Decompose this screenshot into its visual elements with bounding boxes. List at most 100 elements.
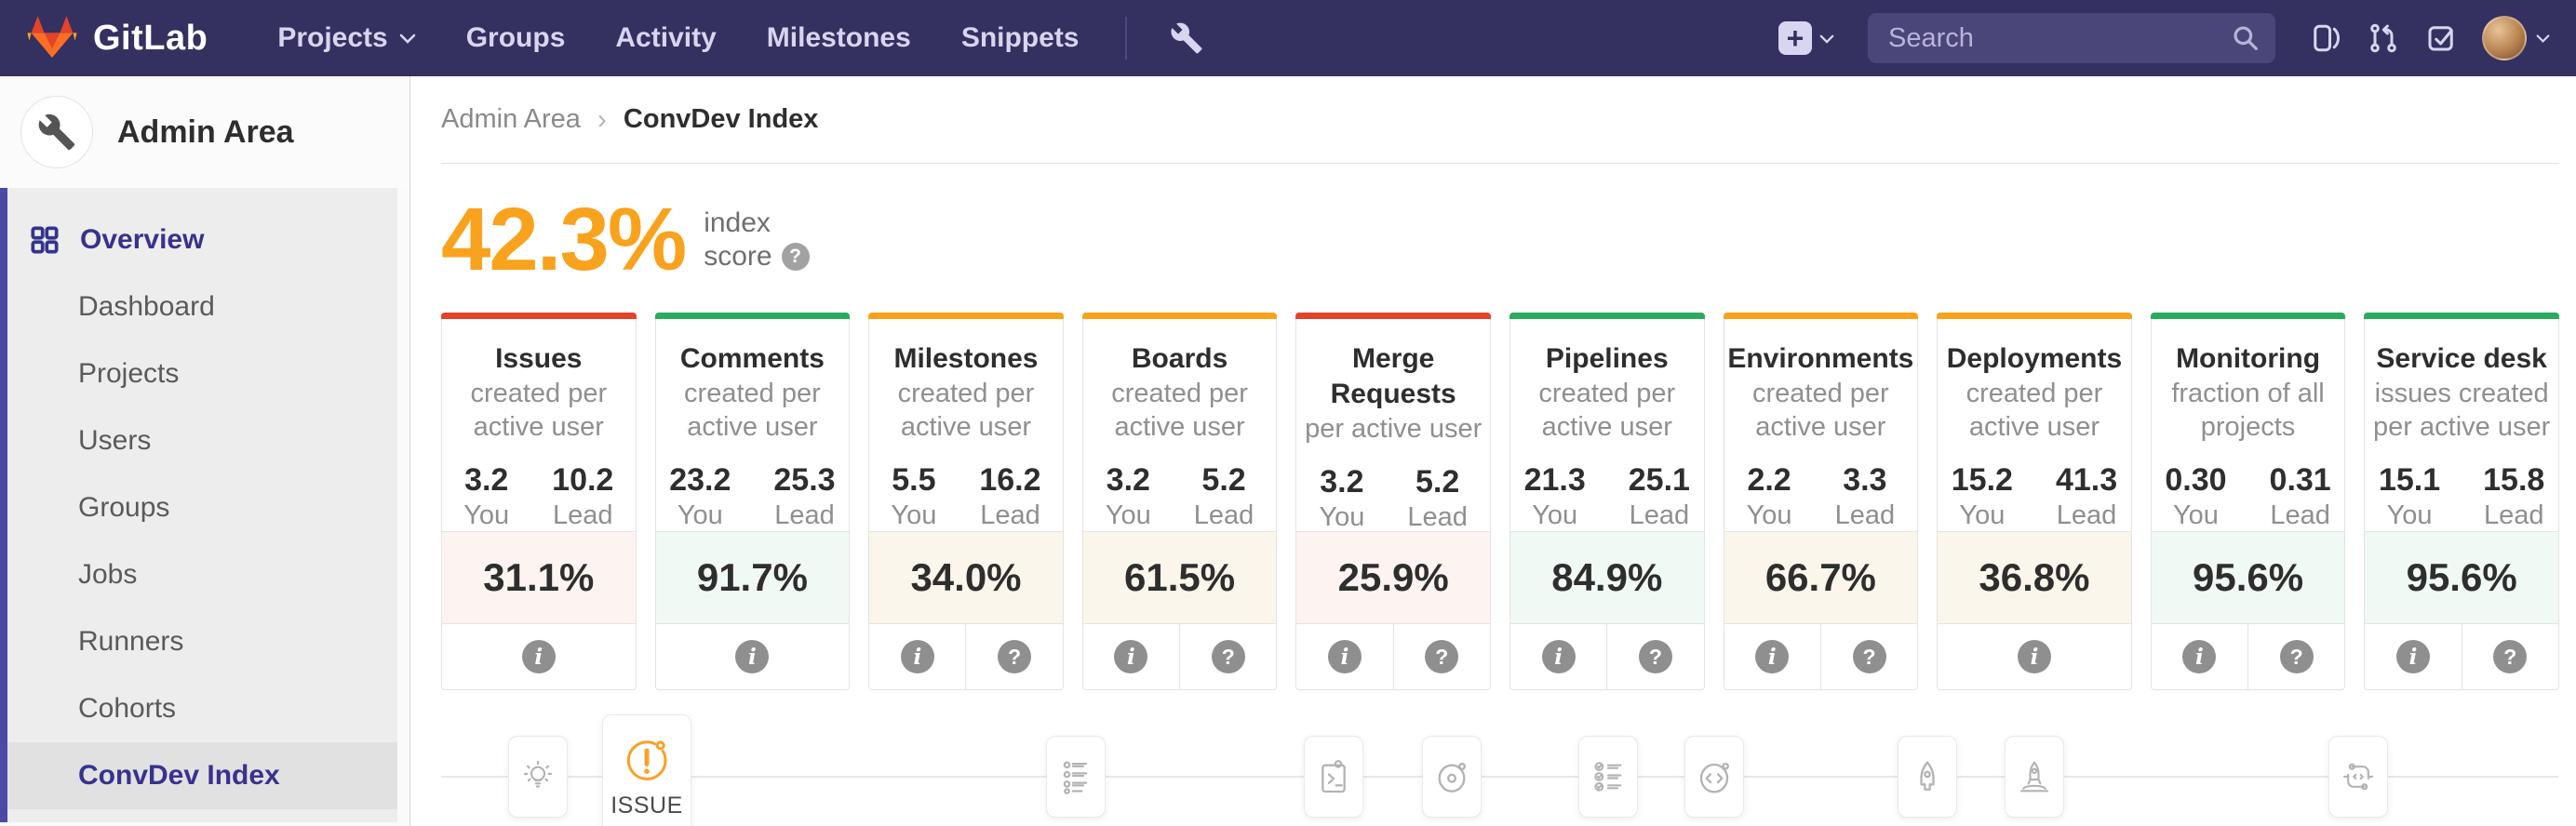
card-footer: i?: [1296, 624, 1490, 689]
search-icon[interactable]: [2231, 23, 2261, 58]
card-footer: i: [656, 624, 850, 689]
sidebar-title: Admin Area: [117, 113, 294, 150]
card-you-value: 5.5: [892, 462, 936, 498]
card-title: Deployments: [1946, 343, 2123, 374]
metric-card: Milestones created per active user 5.5 Yo…: [868, 313, 1064, 690]
admin-wrench-icon[interactable]: [1170, 21, 1203, 55]
help-icon[interactable]: ?: [2247, 624, 2344, 689]
info-icon[interactable]: i: [2365, 624, 2461, 689]
wrench-icon: [20, 96, 93, 168]
card-you-label: You: [463, 500, 510, 530]
card-header: Pipelines created per active user 21.3 Yo…: [1510, 319, 1704, 531]
card-status-strip: [1723, 313, 1919, 319]
search-input[interactable]: [1888, 22, 2223, 54]
info-icon[interactable]: i: [1724, 624, 1820, 689]
card-percent: 34.0%: [869, 531, 1063, 624]
card-subtitle: created per active user: [1966, 379, 2103, 442]
card-status-strip: [2364, 313, 2559, 319]
nav-activity[interactable]: Activity: [615, 22, 717, 53]
card-you-value: 3.2: [1320, 464, 1364, 500]
card-header: Merge Requests per active user 3.2 You 5.…: [1296, 319, 1490, 532]
card-subtitle: created per active user: [1111, 379, 1248, 442]
sidebar-item-runners[interactable]: Runners: [78, 626, 184, 657]
sidebar-item-convdev-index[interactable]: ConvDev Index: [0, 742, 409, 809]
info-icon[interactable]: i: [442, 624, 636, 689]
card-lead-label: Lead: [2483, 500, 2544, 530]
card-you-label: You: [2386, 500, 2433, 530]
card-title: Comments: [679, 343, 825, 374]
help-icon[interactable]: ?: [965, 624, 1062, 689]
issues-icon[interactable]: [2309, 21, 2342, 55]
sidebar-item-dashboard[interactable]: Dashboard: [78, 291, 215, 322]
help-icon[interactable]: ?: [1392, 624, 1490, 689]
info-icon[interactable]: i: [1083, 624, 1179, 689]
nav-milestones[interactable]: Milestones: [766, 22, 911, 53]
card-lead-value: 5.2: [1415, 464, 1460, 500]
info-icon[interactable]: i: [1296, 624, 1392, 689]
sidebar-item-jobs[interactable]: Jobs: [78, 559, 138, 590]
user-menu[interactable]: [2482, 16, 2550, 60]
breadcrumb-admin-area[interactable]: Admin Area: [441, 104, 581, 134]
sidebar-item-projects[interactable]: Projects: [78, 358, 180, 389]
card-title: Pipelines: [1545, 343, 1669, 374]
card-lead-value: 3.3: [1843, 462, 1887, 498]
help-icon[interactable]: ?: [2461, 624, 2558, 689]
card-status-strip: [441, 313, 637, 319]
card-lead-value: 41.3: [2055, 462, 2118, 498]
breadcrumb-separator: ›: [597, 103, 607, 135]
help-icon[interactable]: ?: [1179, 624, 1276, 689]
stage-rocket-tile: [1898, 736, 1957, 818]
devops-timeline: ISSUE: [441, 690, 2559, 826]
index-score-section: 42.3% index score ?: [441, 195, 2559, 285]
card-you-value: 15.2: [1951, 462, 2013, 498]
card-title: Environments: [1727, 343, 1914, 374]
info-icon[interactable]: i: [656, 624, 850, 689]
card-lead-value: 25.1: [1628, 462, 1690, 498]
card-subtitle: created per active user: [470, 379, 608, 442]
todos-icon[interactable]: [2424, 21, 2458, 55]
stage-checklist-tile: [1578, 736, 1638, 818]
card-you-label: You: [2172, 500, 2219, 530]
card-header: Comments created per active user 23.2 You…: [656, 319, 850, 531]
card-footer: i: [442, 624, 636, 689]
help-icon[interactable]: ?: [781, 243, 810, 271]
index-score-label: index score ?: [704, 206, 810, 273]
card-header: Issues created per active user 3.2 You 10…: [442, 319, 636, 531]
card-status-strip: [2150, 313, 2346, 319]
sidebar-item-users[interactable]: Users: [78, 425, 152, 456]
sidebar-item-overview[interactable]: Overview: [0, 206, 409, 273]
info-icon[interactable]: i: [869, 624, 965, 689]
card-header: Milestones created per active user 5.5 Yo…: [869, 319, 1063, 531]
card-status-strip: [868, 313, 1064, 319]
card-footer: i?: [1083, 624, 1277, 689]
nav-projects[interactable]: Projects: [277, 22, 416, 54]
plus-icon: +: [1778, 21, 1812, 55]
help-icon[interactable]: ?: [1606, 624, 1703, 689]
card-you-label: You: [1532, 500, 1578, 530]
nav-snippets[interactable]: Snippets: [960, 22, 1080, 53]
sidebar-item-groups[interactable]: Groups: [78, 492, 170, 523]
card-lead-value: 5.2: [1201, 462, 1246, 498]
stage-code-tile: [1684, 736, 1744, 818]
card-percent: 95.6%: [2151, 531, 2345, 624]
admin-sidebar: Admin Area Overview Dashboard Projects Use…: [0, 76, 410, 826]
info-icon[interactable]: i: [1510, 624, 1606, 689]
index-score-label-line2: score: [704, 241, 772, 272]
card-subtitle: issues created per active user: [2373, 379, 2551, 442]
iterate-icon: [2340, 758, 2377, 795]
help-icon[interactable]: ?: [1819, 624, 1917, 689]
info-icon[interactable]: i: [1938, 624, 2131, 689]
info-icon[interactable]: i: [2152, 624, 2247, 689]
new-menu-button[interactable]: +: [1778, 21, 1834, 55]
metric-card: Environments created per active user 2.2…: [1723, 313, 1919, 690]
metric-cards: Issues created per active user 3.2 You 10…: [441, 313, 2559, 690]
card-subtitle: created per active user: [897, 379, 1035, 442]
card-lead-label: Lead: [1834, 500, 1896, 530]
card-you-label: You: [1105, 500, 1151, 530]
sidebar-item-cohorts[interactable]: Cohorts: [78, 693, 177, 724]
stage-issue-tile: ISSUE: [602, 714, 691, 826]
metric-card: Merge Requests per active user 3.2 You 5.…: [1295, 313, 1491, 690]
gitlab-home-link[interactable]: GitLab: [26, 14, 208, 62]
merge-requests-icon[interactable]: [2367, 21, 2400, 55]
nav-groups[interactable]: Groups: [465, 22, 566, 53]
